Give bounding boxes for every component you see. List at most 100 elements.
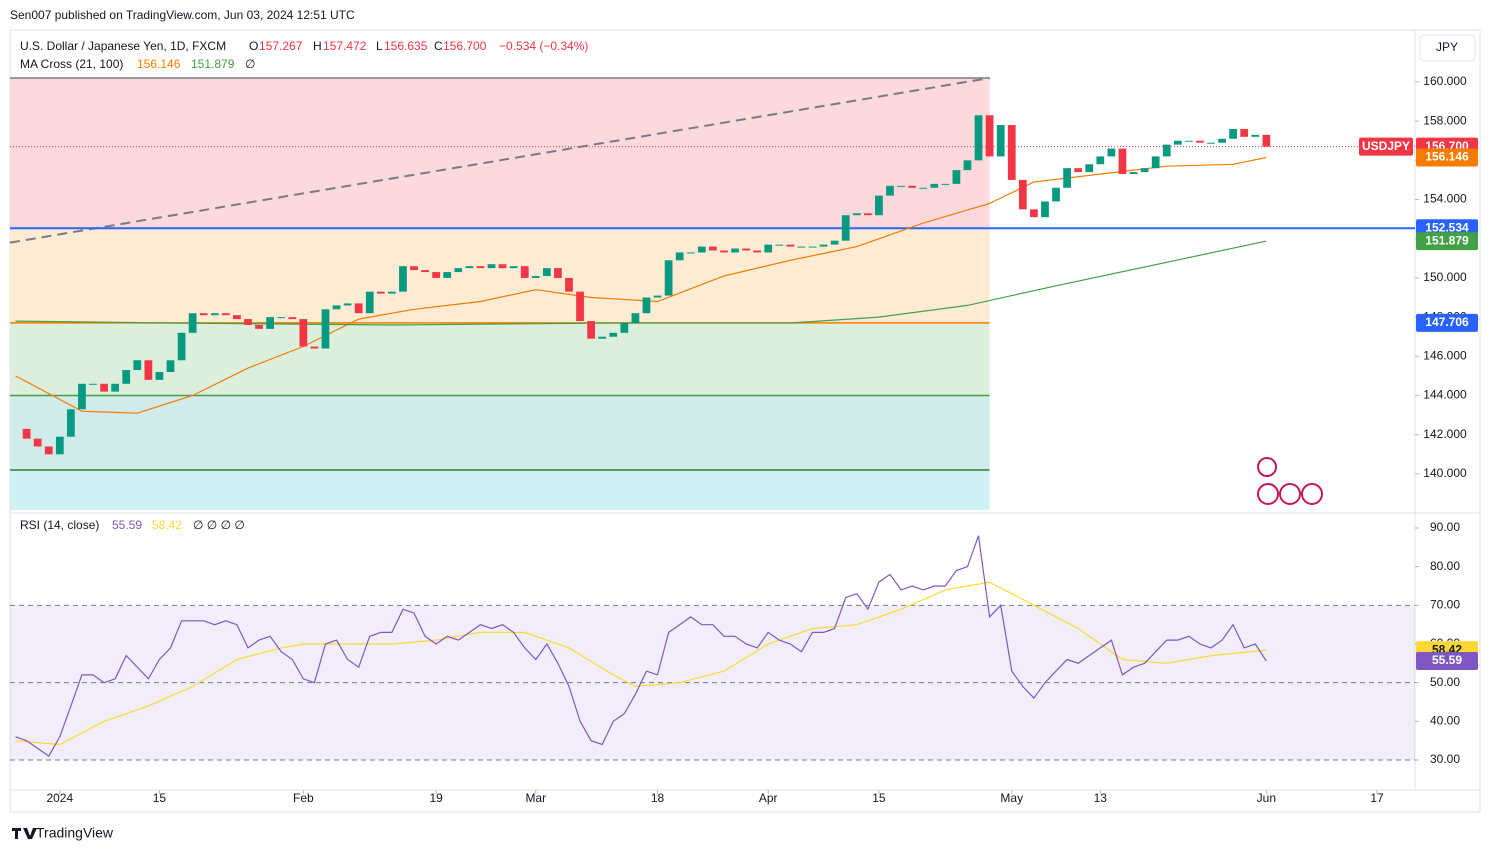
candle: [1162, 144, 1171, 157]
candle: [454, 268, 463, 273]
candle: [22, 428, 31, 439]
candle: [399, 266, 407, 292]
candle: [576, 291, 584, 322]
symbol-tag-bg: [1359, 137, 1413, 156]
candle: [753, 250, 762, 253]
price-tag-bg: [1416, 232, 1478, 251]
candle: [332, 305, 341, 310]
candle: [797, 246, 806, 248]
candle: [67, 409, 75, 437]
price-tag: 152.534: [1425, 220, 1469, 234]
y-tick-label: 144.000: [1423, 388, 1467, 402]
legend-close: 156.700: [443, 39, 487, 53]
fib-zone: [10, 470, 990, 510]
candle: [875, 195, 883, 216]
plot: 140.000142.000144.000146.000148.000150.0…: [9, 74, 1478, 805]
candle: [731, 248, 739, 253]
candle: [1218, 138, 1226, 143]
y-tick-label: 160.000: [1423, 74, 1467, 88]
candle: [388, 291, 396, 294]
rsi-ma-line: [15, 581, 1267, 746]
candle: [1240, 128, 1249, 137]
fib-zone: [10, 395, 990, 471]
candle: [1052, 187, 1060, 202]
candle: [664, 260, 673, 296]
candle: [697, 246, 706, 253]
rsi-y-tick-label: 80.00: [1430, 559, 1460, 573]
ma-legend-title: MA Cross (21, 100): [20, 57, 123, 71]
fib-zone: [10, 228, 990, 323]
legend-open: 157.267: [259, 39, 303, 53]
candle: [310, 346, 319, 349]
x-tick-label: 19: [429, 791, 443, 805]
candle: [720, 250, 728, 253]
candle: [1196, 140, 1204, 143]
candle: [421, 270, 429, 273]
price-tag: 156.146: [1425, 150, 1469, 164]
y-tick-label: 158.000: [1423, 113, 1467, 127]
candle: [852, 213, 861, 216]
candle: [786, 244, 795, 247]
candle: [1151, 156, 1160, 169]
currency-box[interactable]: [1419, 34, 1476, 62]
candle: [498, 264, 507, 269]
candle: [432, 272, 441, 278]
candle: [210, 313, 219, 316]
candle: [465, 266, 474, 269]
candle: [1107, 148, 1116, 157]
candle: [55, 436, 64, 455]
candle: [653, 295, 662, 298]
ma-legend-slow: 151.879: [191, 57, 235, 71]
legend-low: 156.635: [384, 39, 428, 53]
candle: [321, 309, 330, 349]
x-tick-label: 18: [651, 791, 665, 805]
candle: [1030, 209, 1038, 218]
candle: [952, 170, 961, 184]
candle: [1207, 142, 1215, 144]
candle: [941, 183, 950, 185]
ma-line: [15, 240, 1267, 326]
event-icons[interactable]: [1257, 457, 1323, 505]
candle: [808, 246, 817, 248]
candle: [1140, 168, 1149, 173]
candle: [631, 313, 640, 324]
y-tick-label: 142.000: [1423, 427, 1467, 441]
fib-zone: [10, 322, 990, 396]
candle: [509, 266, 518, 269]
x-tick-label: 2024: [46, 791, 73, 805]
candle: [1096, 156, 1105, 165]
symbol-tag: USDJPY: [1362, 139, 1410, 153]
candle: [365, 291, 374, 314]
candle: [1251, 134, 1260, 137]
event-icon[interactable]: [1279, 483, 1301, 505]
candle: [742, 248, 750, 251]
candle: [144, 360, 153, 380]
event-icon[interactable]: [1257, 483, 1279, 505]
candle: [221, 313, 230, 316]
candle: [299, 319, 308, 347]
rsi-y-tick-label: 50.00: [1430, 675, 1460, 689]
candle: [886, 185, 894, 196]
candle: [166, 360, 175, 373]
candle: [609, 332, 618, 337]
candle: [244, 319, 252, 325]
x-tick-label: May: [1000, 791, 1023, 805]
rsi-legend-ma: 58.42: [152, 518, 182, 532]
candle: [133, 360, 142, 371]
event-icon[interactable]: [1301, 483, 1323, 505]
rsi-y-tick-label: 30.00: [1430, 752, 1460, 766]
candle: [542, 268, 551, 276]
candle: [177, 332, 186, 361]
ma-legend-fast: 156.146: [137, 57, 181, 71]
candle: [199, 313, 208, 316]
price-tag: 151.879: [1425, 233, 1469, 247]
candle: [996, 125, 1005, 157]
candle: [830, 240, 839, 245]
header: Sen007 published on TradingView.com, Jun…: [10, 8, 355, 22]
x-tick-label: Apr: [759, 791, 778, 805]
candle: [288, 317, 297, 320]
rsi-legend-title: RSI (14, close): [20, 518, 99, 532]
candle: [709, 246, 717, 251]
x-tick-label: 13: [1094, 791, 1108, 805]
event-icon[interactable]: [1257, 457, 1277, 477]
